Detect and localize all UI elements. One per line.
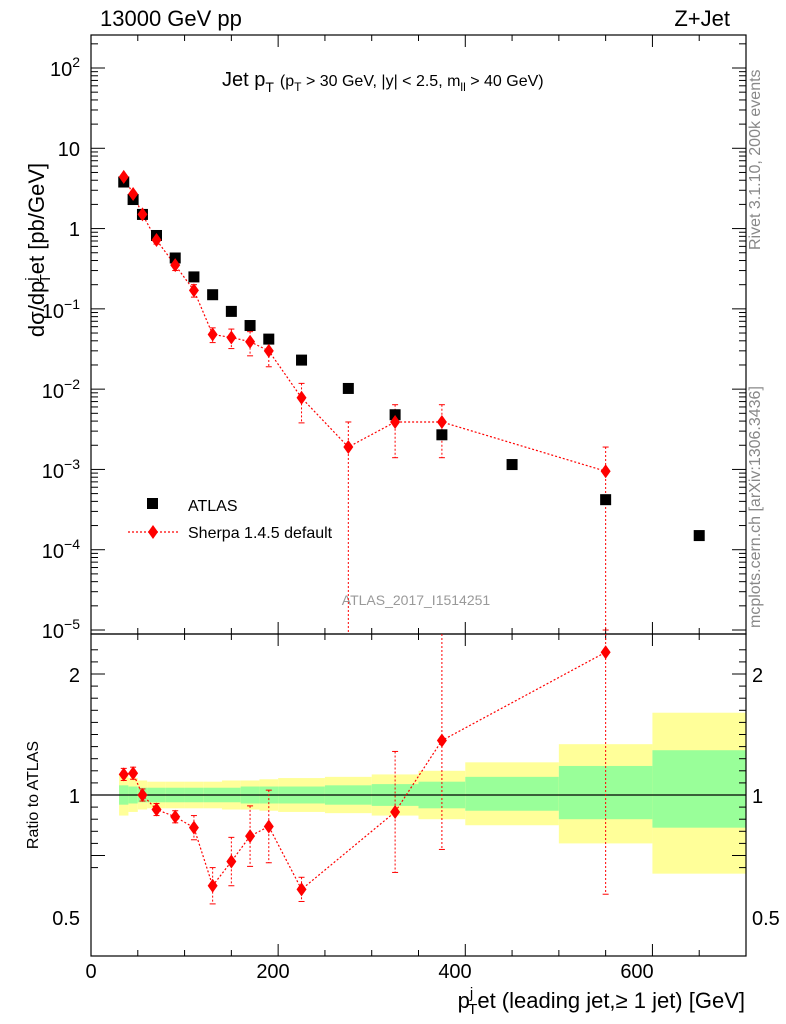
mcplots-label: mcplots.cern.ch [arXiv:1306.3436] xyxy=(747,386,764,628)
sherpa-point xyxy=(118,169,129,184)
sherpa-point xyxy=(296,390,307,405)
ratio-sherpa-point xyxy=(128,766,139,781)
x-tick-label: 600 xyxy=(620,961,653,983)
atlas-point xyxy=(225,305,237,317)
sherpa-line xyxy=(123,176,606,472)
sherpa-point xyxy=(245,334,256,349)
rivet-label: Rivet 3.1.10, 200k events xyxy=(747,69,764,250)
legend-marker-atlas xyxy=(147,498,158,509)
ratio-y-tick-labels: 2 1 0.5 2 1 0.5 xyxy=(52,665,780,930)
ratio-tick-label-right: 1 xyxy=(752,786,763,808)
atlas-point xyxy=(436,429,448,441)
legend-label-atlas: ATLAS xyxy=(188,498,238,515)
ratio-sherpa-point xyxy=(436,733,447,748)
legend-label-sherpa: Sherpa 1.4.5 default xyxy=(188,525,333,542)
ratio-sherpa-point xyxy=(170,809,181,824)
y-axis-label: dσ/dpjTet [pb/GeV] xyxy=(23,163,54,337)
atlas-point xyxy=(207,289,219,301)
x-tick-label: 0 xyxy=(85,961,96,983)
y-tick-label: 10−2 xyxy=(42,376,80,403)
ratio-tick-label-right: 2 xyxy=(752,665,763,687)
atlas-point xyxy=(506,459,518,471)
ratio-tick-label: 2 xyxy=(69,665,80,687)
analysis-watermark: ATLAS_2017_I1514251 xyxy=(342,592,491,608)
y-tick-label: 10−4 xyxy=(42,536,80,563)
atlas-point xyxy=(188,271,200,283)
ratio-sherpa-point xyxy=(296,882,307,897)
atlas-point xyxy=(600,494,612,506)
ratio-sherpa-point xyxy=(207,878,218,893)
sherpa-point xyxy=(151,233,162,248)
sherpa-point xyxy=(343,440,354,455)
main-frame xyxy=(90,34,747,635)
sherpa-point xyxy=(600,464,611,479)
y-tick-label: 10−3 xyxy=(42,456,80,483)
header-right: Z+Jet xyxy=(674,6,730,31)
ratio-sherpa-point xyxy=(137,788,148,802)
sherpa-point xyxy=(390,414,401,429)
atlas-point xyxy=(693,530,705,542)
ratio-sherpa-point xyxy=(118,767,129,782)
x-axis-label: pj Tet (leading jet,≥ 1 jet) [GeV] xyxy=(458,985,745,1018)
sherpa-point xyxy=(188,283,199,298)
atlas-point xyxy=(169,252,181,264)
ratio-tick-label: 0.5 xyxy=(52,908,80,930)
plot-elements xyxy=(90,34,747,957)
y-tick-label: 102 xyxy=(50,54,80,81)
plot-title: Jet pT (pT > 30 GeV, |y| < 2.5, mll > 40 … xyxy=(222,69,544,95)
sherpa-point xyxy=(436,414,447,429)
band-inner xyxy=(465,776,559,811)
sherpa-point xyxy=(137,207,148,222)
ratio-sherpa-point xyxy=(263,819,274,834)
legend: ATLAS Sherpa 1.4.5 default xyxy=(128,498,333,542)
header-left: 13000 GeV pp xyxy=(100,6,242,31)
y-tick-label: 10−5 xyxy=(42,616,80,643)
y-tick-label: 10 xyxy=(58,139,80,161)
atlas-point xyxy=(296,354,308,366)
y-tick-label: 1 xyxy=(69,219,80,241)
atlas-point xyxy=(389,409,401,421)
sherpa-point xyxy=(128,186,139,201)
ratio-sherpa-point xyxy=(226,854,237,869)
ratio-sherpa-point xyxy=(600,645,611,660)
ratio-sherpa-point xyxy=(245,829,256,844)
x-tick-labels: 0 200 400 600 xyxy=(85,961,653,983)
main-y-tick-labels: 102 10 1 10−1 10−2 10−3 10−4 10−5 xyxy=(42,54,80,643)
ratio-tick-label-right: 0.5 xyxy=(752,908,780,930)
atlas-point xyxy=(244,320,256,332)
sherpa-point xyxy=(263,343,274,358)
ratio-sherpa-point xyxy=(188,820,199,835)
atlas-point xyxy=(263,333,275,345)
ratio-sherpa-point xyxy=(390,804,401,819)
sherpa-point xyxy=(207,327,218,342)
sherpa-point xyxy=(226,330,237,345)
x-tick-label: 200 xyxy=(256,961,289,983)
ratio-sherpa-point xyxy=(151,802,162,817)
legend-marker-sherpa xyxy=(148,525,158,539)
band-inner xyxy=(652,750,746,828)
atlas-point xyxy=(342,382,354,394)
y-tick-label: 10−1 xyxy=(42,296,80,323)
sherpa-point xyxy=(170,258,181,273)
x-tick-label: 400 xyxy=(438,961,471,983)
ratio-tick-label: 1 xyxy=(69,786,80,808)
ratio-y-axis-label: Ratio to ATLAS xyxy=(25,741,42,849)
